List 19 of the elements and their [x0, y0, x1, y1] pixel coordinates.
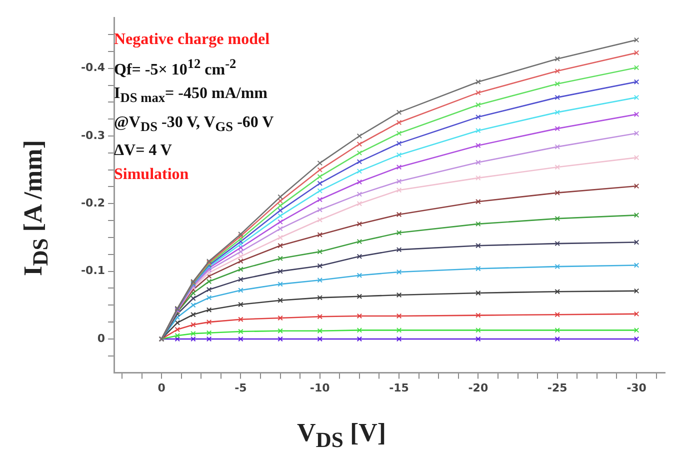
y-tick-label: -0.4: [80, 61, 106, 74]
annotation: @V$_{DS}$ -30 V, V$_{GS}$ -60 V: [114, 112, 274, 136]
x-tick-label: -25: [547, 381, 568, 394]
x-tick-label: -15: [389, 381, 409, 394]
x-tick-label: -5: [234, 381, 247, 394]
x-tick-label: -20: [468, 381, 488, 394]
annotation: I$_{DS max}$= -450 mA/mm: [114, 84, 268, 108]
y-tick-label: -0.2: [80, 196, 106, 210]
y-tick-label: -0.3: [80, 128, 106, 142]
x-axis-title: V$_{DS}$ [V]: [296, 418, 388, 454]
y-tick-label: -0.1: [80, 264, 106, 278]
x-tick-label: -30: [626, 381, 647, 394]
x-tick-label: 0: [158, 381, 166, 394]
annotation: Negative charge model: [114, 30, 271, 50]
annotation: Qf= -5× 10$^{12}$ cm$^{-2}$: [114, 55, 238, 80]
annotation: ΔV= 4 V: [114, 140, 173, 161]
y-tick-label: 0: [97, 332, 106, 345]
annotation: Simulation: [114, 164, 190, 185]
x-tick-label: -10: [310, 381, 330, 394]
